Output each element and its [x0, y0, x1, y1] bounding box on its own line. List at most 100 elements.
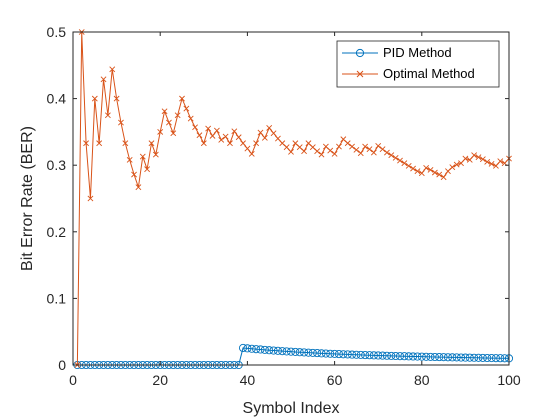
data-point-pid [339, 350, 348, 359]
data-point-optimal [484, 158, 491, 165]
data-point-optimal [248, 150, 255, 157]
data-point-optimal [327, 147, 334, 154]
data-point-optimal [384, 149, 390, 156]
data-point-optimal [418, 170, 425, 177]
data-point-optimal [431, 169, 438, 176]
data-point-pid [474, 353, 483, 362]
data-point-optimal [87, 195, 94, 202]
data-point-pid [238, 343, 248, 353]
data-point-optimal [157, 128, 164, 135]
data-point-optimal [275, 135, 281, 142]
data-point-pid [391, 351, 400, 361]
data-point-optimal [440, 174, 447, 181]
data-point-optimal [357, 150, 364, 157]
x-axis-label: Symbol Index [243, 400, 340, 417]
data-point-optimal [196, 132, 203, 139]
data-point-optimal [318, 151, 325, 158]
data-point-optimal [244, 145, 251, 152]
data-point-optimal [148, 140, 155, 147]
y-tick-label: 0.1 [47, 290, 67, 306]
data-point-pid [496, 354, 505, 363]
data-point-pid [252, 345, 261, 354]
data-point-pid [422, 352, 431, 361]
data-point-optimal [375, 142, 382, 149]
data-point-pid [304, 348, 313, 357]
data-point-pid [256, 345, 265, 354]
data-point-pid [448, 353, 457, 362]
data-point-pid [443, 353, 453, 362]
data-point-pid [300, 348, 309, 357]
data-point-optimal [104, 112, 111, 119]
x-tick-label: 0 [69, 372, 77, 388]
data-point-optimal [218, 136, 225, 143]
data-point-optimal [488, 160, 495, 167]
series-line-optimal [76, 31, 510, 366]
data-point-optimal [257, 129, 264, 136]
data-point-pid [321, 349, 330, 358]
x-tick-label: 80 [414, 372, 430, 388]
data-point-optimal [471, 152, 478, 159]
data-point-pid [243, 344, 252, 353]
data-point-optimal [200, 140, 207, 147]
data-point-optimal [410, 165, 416, 172]
data-point-pid [387, 351, 396, 360]
data-point-optimal [353, 146, 360, 153]
legend-label-pid: PID Method [383, 45, 452, 60]
data-point-pid [347, 350, 357, 359]
data-point-optimal [288, 148, 294, 155]
data-point-pid [269, 346, 278, 355]
data-point-pid [382, 351, 391, 360]
data-point-pid [452, 353, 461, 362]
data-point-optimal [270, 130, 277, 137]
plot-area [73, 32, 509, 365]
data-point-optimal [397, 157, 403, 164]
data-point-pid [330, 349, 339, 358]
legend: PID Method Optimal Method [336, 40, 500, 88]
data-point-optimal [392, 154, 399, 161]
data-point-optimal [227, 140, 233, 147]
data-point-optimal [283, 144, 290, 151]
data-point-optimal [253, 140, 260, 147]
data-point-pid [483, 353, 492, 363]
ticks-layer: 0 20 40 60 80 100 0 0.1 0.2 0.3 0.4 0.5 [47, 24, 521, 388]
data-point-pid [365, 351, 374, 360]
data-point-pid [500, 354, 509, 363]
legend-marker-optimal [356, 70, 364, 78]
data-point-optimal [139, 153, 146, 160]
data-point-optimal [370, 149, 377, 156]
data-point-optimal [331, 150, 338, 157]
data-point-pid [417, 352, 426, 361]
data-point-pid [247, 344, 256, 353]
data-point-optimal [344, 140, 351, 147]
y-axis-label: Bit Error Rate (BER) [19, 126, 36, 271]
y-tick-label: 0.4 [47, 91, 67, 107]
y-tick-label: 0.3 [47, 157, 67, 173]
data-point-optimal [414, 168, 421, 175]
data-point-optimal [91, 95, 98, 102]
legend-box [336, 40, 500, 88]
data-point-optimal [144, 166, 151, 173]
data-point-optimal [362, 143, 369, 150]
data-point-optimal [336, 143, 342, 150]
data-point-pid [291, 347, 300, 356]
data-point-optimal [109, 66, 116, 73]
data-point-pid [395, 352, 405, 361]
data-point-optimal [131, 171, 137, 178]
data-point-optimal [379, 146, 386, 153]
data-point-optimal [240, 140, 246, 147]
data-point-optimal [436, 171, 443, 178]
data-point-optimal [405, 162, 412, 169]
x-tick-label: 100 [497, 372, 521, 388]
data-point-optimal [170, 130, 177, 137]
data-point-optimal [187, 115, 194, 122]
x-tick-label: 40 [240, 372, 256, 388]
data-point-pid [326, 349, 335, 358]
data-point-optimal [126, 156, 133, 163]
data-point-pid [273, 346, 282, 355]
data-point-optimal [366, 146, 373, 153]
data-point-optimal [222, 133, 229, 140]
data-point-pid [439, 353, 448, 362]
data-point-pid [356, 350, 365, 359]
data-point-optimal [113, 95, 120, 102]
